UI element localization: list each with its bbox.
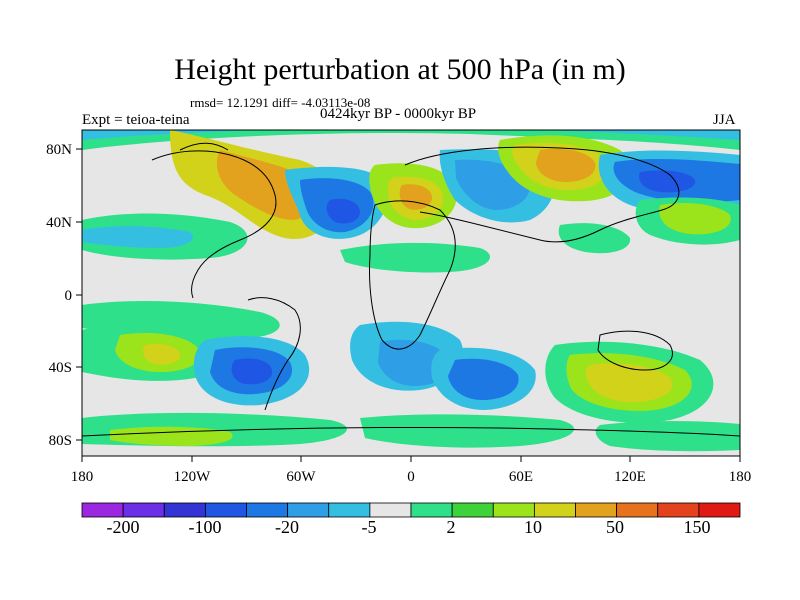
lat-tick-label: 0 [65,288,73,304]
colorbar-swatch [451,502,494,518]
lon-tick-label: 60E [509,469,533,485]
field-contour [659,203,731,235]
colorbar-swatch [698,502,741,518]
lon-axis: 180 120W 60W 0 60E 120E 180 [71,456,752,485]
lon-tick-label: 0 [407,469,415,485]
coastline-antarctica [82,426,740,437]
field-contour [585,363,673,403]
coastline-north-america [151,150,277,299]
season-label: JJA [713,112,736,128]
field-contour [82,130,740,140]
colorbar-label: -20 [275,517,299,537]
coastlines [82,142,740,437]
colorbar-swatch [369,502,412,518]
field-contour [216,150,318,220]
colorbar-swatch [657,502,700,518]
colorbar-label: 50 [606,517,624,537]
field-layer [82,130,740,456]
colorbar-label: 10 [524,517,542,537]
colorbar-swatch [204,502,247,518]
coastline-eurasia [404,146,680,243]
colorbar-label: 150 [684,517,711,537]
map-title: Height perturbation at 500 hPa (in m) [174,53,626,86]
field-contour [340,242,490,273]
colorbar [81,502,741,518]
colorbar-label: -100 [189,517,222,537]
field-contour [448,358,519,400]
field-contour [231,358,273,385]
colorbar-swatch [616,502,659,518]
colorbar-swatch [81,502,124,518]
coastline-greenland [179,142,229,151]
lat-tick-label: 40S [49,360,72,376]
field-contour [639,170,696,193]
lon-tick-label: 120W [174,469,212,485]
field-contour [595,421,740,452]
stats-line: rmsd= 12.1291 diff= -4.03113e-08 [190,95,371,110]
colorbar-label: 2 [447,517,456,537]
colorbar-swatch [287,502,330,518]
colorbar-label: -5 [362,517,377,537]
coastline-south-america [247,297,301,411]
colorbar-swatch [246,502,289,518]
coastline-australia [597,330,673,371]
colorbar-labels: -200 -100 -20 -5 2 10 50 150 [107,517,711,537]
colorbar-swatch [533,502,576,518]
experiment-label: Expt = teioa-teina [82,112,190,128]
lon-tick-label: 180 [71,469,94,485]
field-contour [82,130,740,150]
field-contour [536,148,596,182]
colorbar-swatch [163,502,206,518]
colorbar-swatch [122,502,165,518]
field-contour [143,344,181,365]
field-contour [360,414,575,448]
colorbar-swatch [328,502,371,518]
period-label: 0424kyr BP - 0000kyr BP [320,106,477,122]
colorbar-swatch [492,502,535,518]
lon-tick-label: 180 [729,469,752,485]
colorbar-swatch [410,502,453,518]
lat-tick-label: 80S [49,433,72,449]
lon-tick-label: 120E [614,469,646,485]
field-contour [558,223,631,254]
colorbar-swatch [575,502,618,518]
lat-tick-label: 80N [46,142,72,158]
lat-axis: 80N 40N 0 40S 80S [46,142,82,449]
field-contour [110,426,233,446]
coastline-africa [369,200,456,350]
lon-tick-label: 60W [286,469,316,485]
colorbar-label: -200 [107,517,140,537]
field-contour [326,198,360,224]
field-contour [82,226,194,248]
lat-tick-label: 40N [46,215,72,231]
